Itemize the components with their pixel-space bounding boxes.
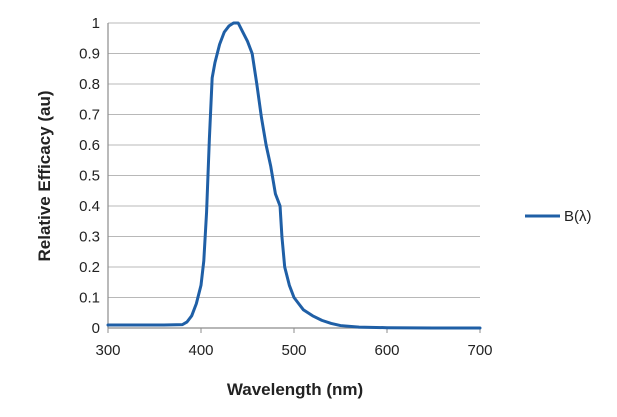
y-axis-title: Relative Efficacy (au) [35, 90, 54, 261]
y-tick-label: 0.8 [79, 76, 100, 93]
y-tick-label: 0.3 [79, 229, 100, 246]
series-group [106, 21, 482, 330]
y-tick-label: 0 [92, 320, 100, 337]
y-tick-label: 0.4 [79, 198, 100, 215]
legend-label-b-lambda: B(λ) [564, 208, 592, 225]
y-tick-label: 0.1 [79, 290, 100, 307]
y-tick-label: 0.2 [79, 259, 100, 276]
y-tick-label: 1 [92, 15, 100, 32]
x-tick-label: 300 [95, 342, 120, 359]
x-tick-label: 700 [467, 342, 492, 359]
series-line-0 [106, 21, 482, 330]
axes [107, 23, 481, 333]
y-tick-label: 0.6 [79, 137, 100, 154]
y-tick-labels: 0 0.1 0.2 0.3 0.4 0.5 0.6 0.7 0.8 0.9 1 [79, 15, 100, 337]
x-axis-title: Wavelength (nm) [227, 380, 363, 399]
y-tick-label: 0.9 [79, 46, 100, 63]
gridlines [108, 22, 480, 298]
y-tick-label: 0.7 [79, 107, 100, 124]
x-tick-label: 400 [188, 342, 213, 359]
x-tick-label: 600 [374, 342, 399, 359]
x-tick-label: 500 [281, 342, 306, 359]
x-tick-labels: 300 400 500 600 700 [95, 342, 492, 359]
y-tick-label: 0.5 [79, 168, 100, 185]
legend: B(λ) [525, 208, 592, 225]
